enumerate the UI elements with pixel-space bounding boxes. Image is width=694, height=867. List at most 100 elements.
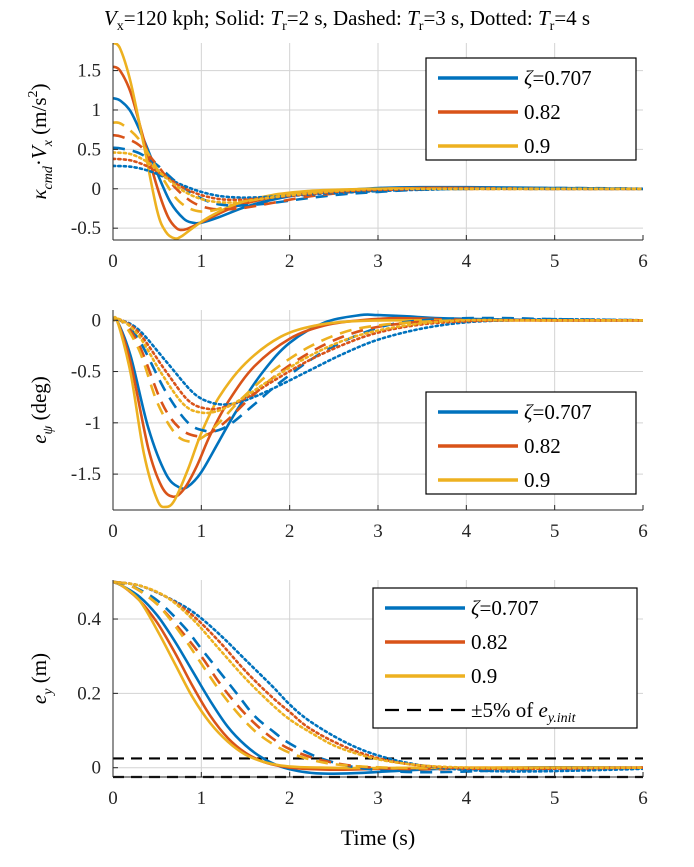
title-tr-subscript-1: r [282,19,287,35]
title-dotted-text: =4 s [554,6,591,30]
ylabel-unit: (deg) [27,376,51,426]
title-tr-symbol-3: T [537,6,550,30]
x-axis-label: Time (s) [341,825,415,850]
legend-zeta-value: =0.707 [480,596,539,620]
legend-box [372,587,638,729]
legend-box [425,57,637,161]
title-tr-subscript-2: r [418,19,424,35]
ylabel-e-sub: y [41,688,56,697]
legend-threshold-sub: y.init [546,711,577,726]
ylabel-unit: (m/s [27,97,51,140]
y-tick-label: 0.2 [77,683,101,704]
ylabel-close: ) [27,83,51,90]
x-tick-label: 6 [638,251,648,272]
ylabel-sup: 2 [26,90,41,97]
x-tick-label: 1 [197,251,207,272]
x-tick-label: 3 [373,788,383,809]
y-tick-label: 0.5 [77,139,101,160]
series-line-dotted-9 [113,580,643,770]
ylabel-dot: · [27,159,51,166]
legend-threshold-e: e [539,698,548,722]
y-tick-label: -0.5 [71,218,101,239]
legend-zeta-value: =0.707 [533,66,592,90]
ylabel-kappa: κ [27,189,51,200]
legend-label-3: 0.9 [524,468,550,492]
y-tick-label: 1 [92,100,102,121]
x-tick-label: 6 [638,521,648,542]
y-axis-label: κcmd·Vx (m/s2) [26,83,56,199]
ylabel-unit: (m) [27,653,51,689]
ylabel-e: e [27,434,51,443]
legend: ζ=0.707 0.82 0.9 ±5% of ey.init [372,587,638,729]
series-group [113,43,643,240]
x-tick-label: 0 [108,251,118,272]
title-tr-subscript-3: r [549,19,555,35]
x-tick-label: 3 [373,521,383,542]
ylabel-v: V [27,144,51,159]
title-tr-symbol-2: T [407,6,419,30]
title-tr-symbol-1: T [270,6,283,30]
legend-label-1: ζ=0.707 [524,66,592,90]
legend-label-2: 0.82 [524,434,561,458]
series-line-dotted-9 [113,151,643,204]
x-tick-label: 5 [550,521,560,542]
x-tick-label: 5 [550,251,560,272]
y-tick-label: 0 [92,179,102,200]
title-vx-subscript: x [116,19,124,35]
title-vx-symbol: V [103,6,117,30]
y-tick-label: 0 [92,310,102,331]
x-tick-label: 4 [462,521,472,542]
x-tick-label: 4 [462,251,472,272]
x-tick-label: 4 [462,788,472,809]
x-tick-label: 0 [108,788,118,809]
x-tick-label: 1 [197,788,207,809]
x-tick-label: 2 [285,251,295,272]
legend-zeta: ζ [471,596,481,620]
legend-zeta: ζ [524,400,534,424]
series-group [113,313,643,509]
ylabel-kappa-sub: cmd [41,165,56,189]
x-tick-label: 6 [638,788,648,809]
y-tick-label: -1.5 [71,464,101,485]
title-dashed-text: =3 s, Dotted: [423,6,538,30]
legend-label-3: 0.9 [524,134,550,158]
title-vx-text: =120 kph; Solid: [123,6,271,30]
ylabel-e-sub: ψ [41,425,56,434]
series-group [113,580,643,776]
legend: ζ=0.707 0.82 0.9 [425,57,637,161]
figure-title: Vx=120 kph; Solid: Tr=2 s, Dashed: Tr=3 … [0,6,694,35]
x-tick-label: 0 [108,521,118,542]
y-tick-label: 0 [92,758,102,779]
y-axis-label: eψ (deg) [27,376,56,444]
legend-label-4: ±5% of ey.init [471,698,577,726]
y-axis-label: ey (m) [27,653,56,704]
ylabel-e: e [27,695,51,704]
legend: ζ=0.707 0.82 0.9 [425,391,637,495]
x-tick-label: 2 [285,788,295,809]
x-tick-label: 2 [285,521,295,542]
legend-label-2: 0.82 [524,100,561,124]
legend-zeta: ζ [524,66,534,90]
x-tick-label: 3 [373,251,383,272]
y-tick-label: 1.5 [77,61,101,82]
legend-label-2: 0.82 [471,630,508,654]
subplot-3: 0 1 2 3 4 5 600.20.4ey (m)Time (s)ζ=0.7070.820… [27,580,648,850]
y-tick-label: -0.5 [71,362,101,383]
y-tick-label: 0.4 [77,609,101,630]
legend-box [425,391,637,495]
y-tick-label: -1 [85,413,101,434]
legend-zeta-value: =0.707 [533,400,592,424]
series-line-dotted-7 [113,580,643,773]
x-tick-label: 1 [197,521,207,542]
title-solid-text: =2 s, Dashed: [286,6,408,30]
legend-label-1: ζ=0.707 [471,596,539,620]
ylabel-v-sub: x [41,139,56,147]
legend-label-3: 0.9 [471,664,497,688]
subplot-2: 0 1 2 3 4 5 6 -1.5 -1 -0.5 0 eψ (deg) ζ=0.707 0.82 0.9 [27,310,648,542]
legend-label-1: ζ=0.707 [524,400,592,424]
series-line-dotted-9 [113,317,643,415]
legend-threshold-pre: ±5% of [471,698,539,722]
x-tick-label: 5 [550,788,560,809]
